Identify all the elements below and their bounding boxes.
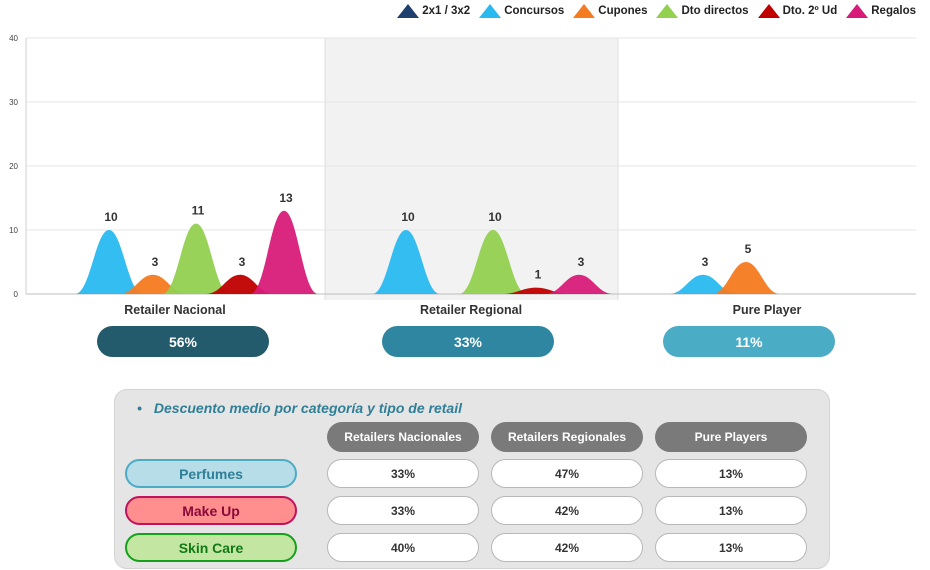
legend-label: 2x1 / 3x2	[422, 5, 471, 17]
legend-triangle-icon	[397, 4, 420, 18]
row-label: Perfumes	[125, 459, 297, 488]
legend-item: Dto. 2º Ud	[757, 4, 838, 18]
column-header: Retailers Regionales	[491, 422, 643, 452]
data-label: 3	[578, 255, 585, 269]
row-label: Skin Care	[125, 533, 297, 562]
legend-label: Dto. 2º Ud	[782, 5, 838, 17]
table-cell: 13%	[655, 533, 807, 562]
peak-regalos	[545, 274, 613, 294]
y-tick-label: 20	[9, 162, 18, 171]
data-label: 5	[745, 242, 752, 256]
peak-concursos	[75, 230, 143, 294]
table-cell: 42%	[491, 533, 643, 562]
peak-cupones	[712, 262, 780, 294]
category-share-pill: 33%	[382, 326, 554, 357]
y-tick-label: 30	[9, 98, 18, 107]
legend-label: Regalos	[871, 5, 916, 17]
legend-label: Concursos	[504, 5, 565, 17]
table-title: • Descuento medio por categoría y tipo de…	[137, 400, 462, 416]
data-label: 13	[279, 191, 293, 205]
data-label: 11	[192, 204, 205, 218]
peak-regalos	[250, 210, 318, 294]
shaded-category-band	[324, 37, 619, 300]
table-cell: 40%	[327, 533, 479, 562]
data-label: 10	[488, 210, 502, 224]
category-share-pill: 11%	[663, 326, 835, 357]
category-label: Pure Player	[732, 303, 802, 317]
peak-dto-directos	[459, 230, 527, 294]
legend-triangle-icon	[573, 4, 596, 18]
column-header: Retailers Nacionales	[327, 422, 479, 452]
discount-table-panel: • Descuento medio por categoría y tipo de…	[114, 389, 830, 569]
peak-dto-directos	[162, 223, 230, 294]
y-tick-label: 40	[9, 34, 18, 43]
peak-concursos	[669, 274, 737, 294]
legend-label: Dto directos	[681, 5, 749, 17]
chart-legend: 2x1 / 3x2 Concursos Cupones Dto directos Dto…	[397, 4, 916, 18]
legend-label: Cupones	[598, 5, 648, 17]
data-label: 3	[152, 255, 159, 269]
legend-item: Dto directos	[656, 4, 749, 18]
table-cell: 13%	[655, 459, 807, 488]
data-label: 10	[104, 210, 118, 224]
peak-concursos	[372, 230, 440, 294]
table-title-text: Descuento medio por categoría y tipo de …	[153, 400, 462, 416]
legend-triangle-icon	[479, 4, 502, 18]
data-label: 3	[239, 255, 246, 269]
legend-item: Concursos	[479, 4, 564, 18]
legend-item: 2x1 / 3x2	[397, 4, 470, 18]
bullet-icon: •	[137, 400, 142, 416]
category-share-pill: 56%	[97, 326, 269, 357]
category-label: Retailer Nacional	[124, 303, 226, 317]
table-cell: 13%	[655, 496, 807, 525]
y-tick-label: 0	[14, 290, 19, 299]
legend-item: Cupones	[573, 4, 647, 18]
row-label: Make Up	[125, 496, 297, 525]
table-cell: 47%	[491, 459, 643, 488]
category-label: Retailer Regional	[419, 303, 523, 317]
table-cell: 42%	[491, 496, 643, 525]
area-chart: 0 10 20 30 40 10 10 3 3 5 11 10 3 1 13 3	[9, 34, 916, 300]
legend-triangle-icon	[846, 4, 869, 18]
data-label: 3	[702, 255, 709, 269]
legend-triangle-icon	[656, 4, 679, 18]
column-header: Pure Players	[655, 422, 807, 452]
data-label: 10	[401, 210, 415, 224]
y-tick-label: 10	[9, 226, 18, 235]
legend-item: Regalos	[846, 4, 916, 18]
legend-triangle-icon	[757, 4, 780, 18]
table-cell: 33%	[327, 496, 479, 525]
data-label: 1	[535, 268, 542, 282]
table-cell: 33%	[327, 459, 479, 488]
